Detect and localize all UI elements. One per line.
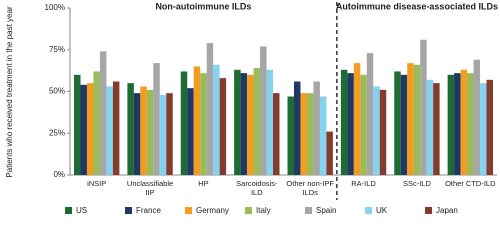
bar [347,73,354,175]
legend-item: Spain [305,206,336,215]
bar [200,73,207,175]
bar [394,71,401,175]
bar [80,84,87,175]
bar [240,73,248,175]
bar [260,46,267,175]
bar [420,39,427,176]
bar [293,81,301,175]
x-tick-label: RA-ILD [351,179,376,188]
bar [360,74,367,175]
legend-swatch [125,207,132,214]
bar [74,74,81,175]
bar [133,93,141,175]
bar [180,71,188,175]
x-tick-label: SSc-ILD [402,179,431,188]
x-tick-label: HP [198,179,209,188]
x-tick-label: Unclassifiable IIP [126,179,174,197]
x-tick-label: Other non-IPF ILDs [286,179,334,197]
bar [407,63,414,175]
legend-label: UK [376,206,388,215]
y-tick-label: 75% [49,45,65,54]
legend-item: France [125,206,161,215]
legend-swatch [305,207,312,214]
legend-item: US [65,206,87,215]
bar [300,93,307,175]
legend-label: Italy [256,206,271,215]
bar [213,64,220,175]
bar [166,93,173,175]
bar [234,69,241,175]
legend-label: Germany [196,206,229,215]
bar [99,51,107,175]
legend-swatch [65,207,72,214]
page: Patients who received treatment in the p… [5,1,498,215]
bar [187,88,194,175]
bar [153,63,160,175]
bar [287,96,294,175]
legend-label: Japan [436,206,458,215]
bar [473,59,481,175]
bar [340,69,348,175]
bar [159,94,167,175]
legend-swatch [185,207,192,214]
bar [326,131,333,175]
bar [379,89,387,175]
legend-item: Germany [185,206,229,215]
bar [127,83,134,175]
annotation: Non-autoimmune ILDs [155,1,251,11]
legend-label: France [136,206,161,215]
bar [433,83,440,175]
bar [486,79,493,175]
bar [460,69,468,175]
legend-label: US [76,206,88,215]
bar [366,53,374,176]
annotation: Autoimmune disease-associated ILDs [336,1,498,11]
bar [219,78,227,175]
bar [93,71,100,175]
bar [146,89,154,175]
legend-item: Italy [245,206,271,215]
bar [400,74,408,175]
bar [86,83,94,175]
bar [306,93,314,175]
legend-swatch [245,207,252,214]
x-tick-label: iNSIP [87,179,107,188]
bar [253,68,261,175]
bar [112,81,120,175]
bar [413,64,421,175]
bar [106,86,113,175]
bar [247,74,254,175]
bar [206,43,214,175]
bar [313,81,320,175]
bar [480,83,487,175]
legend-item: UK [365,206,387,215]
bar [193,66,201,175]
legend-label: Spain [316,206,337,215]
bar [319,96,327,175]
bar [266,69,274,175]
y-tick-label: 25% [49,128,65,137]
bar [454,73,461,175]
legend-swatch [365,207,372,214]
x-tick-label: Other CTD-ILD [445,179,496,188]
bar [467,73,474,175]
y-tick-label: 50% [49,87,65,96]
bar [447,74,455,175]
bar [353,63,361,175]
y-axis-label: Patients who received treatment in the p… [5,6,14,178]
y-tick-label: 100% [45,3,65,12]
x-tick-label: Sarcoidosis-ILD [236,179,278,197]
bar [426,79,434,175]
legend-item: Japan [425,206,458,215]
chart: Patients who received treatment in the p… [5,1,498,200]
bar [140,86,147,175]
y-tick-label: 0% [53,170,65,179]
bar [273,93,280,175]
bar [373,86,380,175]
legend-swatch [425,207,432,214]
